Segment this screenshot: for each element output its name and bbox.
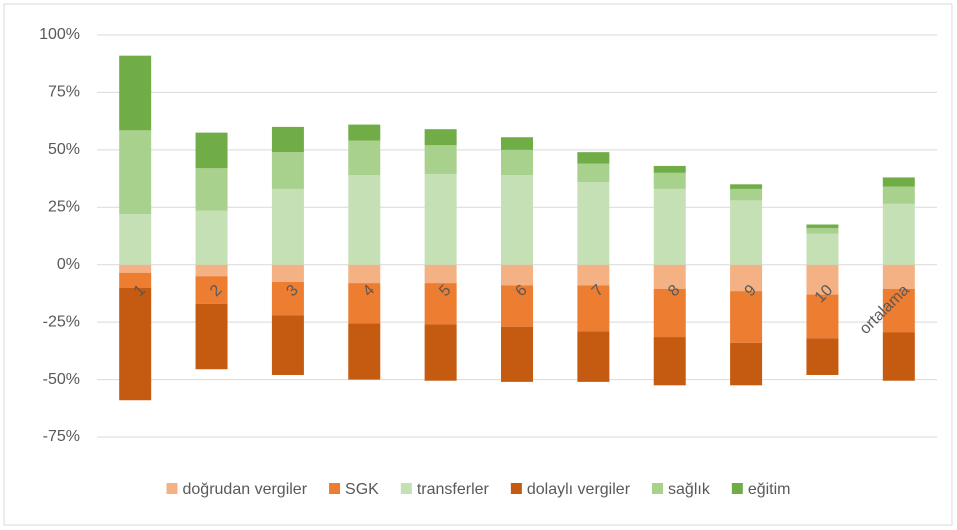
legend-label: dolaylı vergiler [527,481,631,498]
bar-segment [424,129,457,146]
bar-segment [577,182,610,265]
bar-segment [653,165,686,173]
legend-label: eğitim [748,481,791,498]
y-tick-label: 75% [48,84,80,101]
legend-swatch [510,483,522,494]
bar-segment [501,326,533,382]
legend-label: SGK [345,481,379,498]
y-tick-label: 50% [48,141,80,158]
bar-segment [348,323,381,380]
bar-segment [501,149,533,176]
legend-swatch [329,483,341,494]
bar-segment [501,285,533,327]
bar-segment [119,130,152,215]
bar-segment [348,140,381,176]
y-tick-label: -75% [43,428,80,445]
bar-segment [119,264,152,273]
legend-label: transferler [417,481,490,498]
bar-segment [348,175,381,265]
y-tick-label: 0% [57,256,80,273]
y-tick-label: -25% [43,313,80,330]
bar-segment [730,264,763,292]
bar-segment [195,303,228,370]
bar-segment [501,137,533,150]
bar-segment [119,287,152,401]
bar-segment [806,233,839,265]
bar-segment [806,294,839,339]
y-tick-label: -50% [43,371,80,388]
bar-segment [271,315,304,375]
bar-segment [806,227,839,234]
bar-segment [424,145,457,174]
bar-segment [271,264,304,282]
legend-swatch [731,483,743,494]
bar-segment [882,264,915,289]
bar-segment [348,264,381,284]
bar-segment [730,342,763,386]
bar-segment [195,276,228,304]
bar-segment [882,186,915,204]
bar-segment [806,224,839,228]
bar-segment [424,283,457,325]
bar-segment [195,132,228,169]
legend-label: sağlık [668,481,711,498]
bar-segment [653,188,686,265]
legend-label: doğrudan vergiler [183,481,308,498]
bar-segment [730,188,763,201]
bar-segment [882,203,915,265]
bar-segment [653,264,686,289]
bar-segment [653,288,686,338]
bar-segment [653,337,686,386]
bar-segment [119,55,152,131]
legend-swatch [400,483,412,494]
bar-segment [119,272,152,288]
bar-segment [806,338,839,375]
legend-swatch [652,483,664,494]
bar-segment [882,288,915,333]
bar-segment [195,168,228,211]
bar-segment [271,126,304,153]
bar-segment [653,172,686,189]
bar-segment [577,285,610,332]
bar-segment [424,324,457,381]
bar-segment [882,177,915,187]
legend-swatch [166,483,178,494]
bar-segment [424,173,457,265]
bar-segment [882,332,915,381]
bar-segment [348,283,381,324]
bar-segment [271,152,304,189]
bar-segment [424,264,457,284]
bar-segment [730,291,763,343]
y-tick-label: 25% [48,199,80,216]
bar-segment [730,184,763,189]
bar-segment [577,163,610,183]
bar-segment [271,281,304,316]
bar-segment [501,175,533,265]
bar-segment [348,124,381,141]
bar-segment [195,210,228,265]
bar-segment [501,264,533,286]
y-tick-label: 100% [39,26,80,43]
bar-segment [195,264,228,277]
bar-segment [577,152,610,164]
bar-segment [577,331,610,382]
bar-segment [271,188,304,265]
bar-segment [806,264,839,295]
bar-segment [119,214,152,265]
bar-segment [577,264,610,286]
bar-segment [730,200,763,265]
